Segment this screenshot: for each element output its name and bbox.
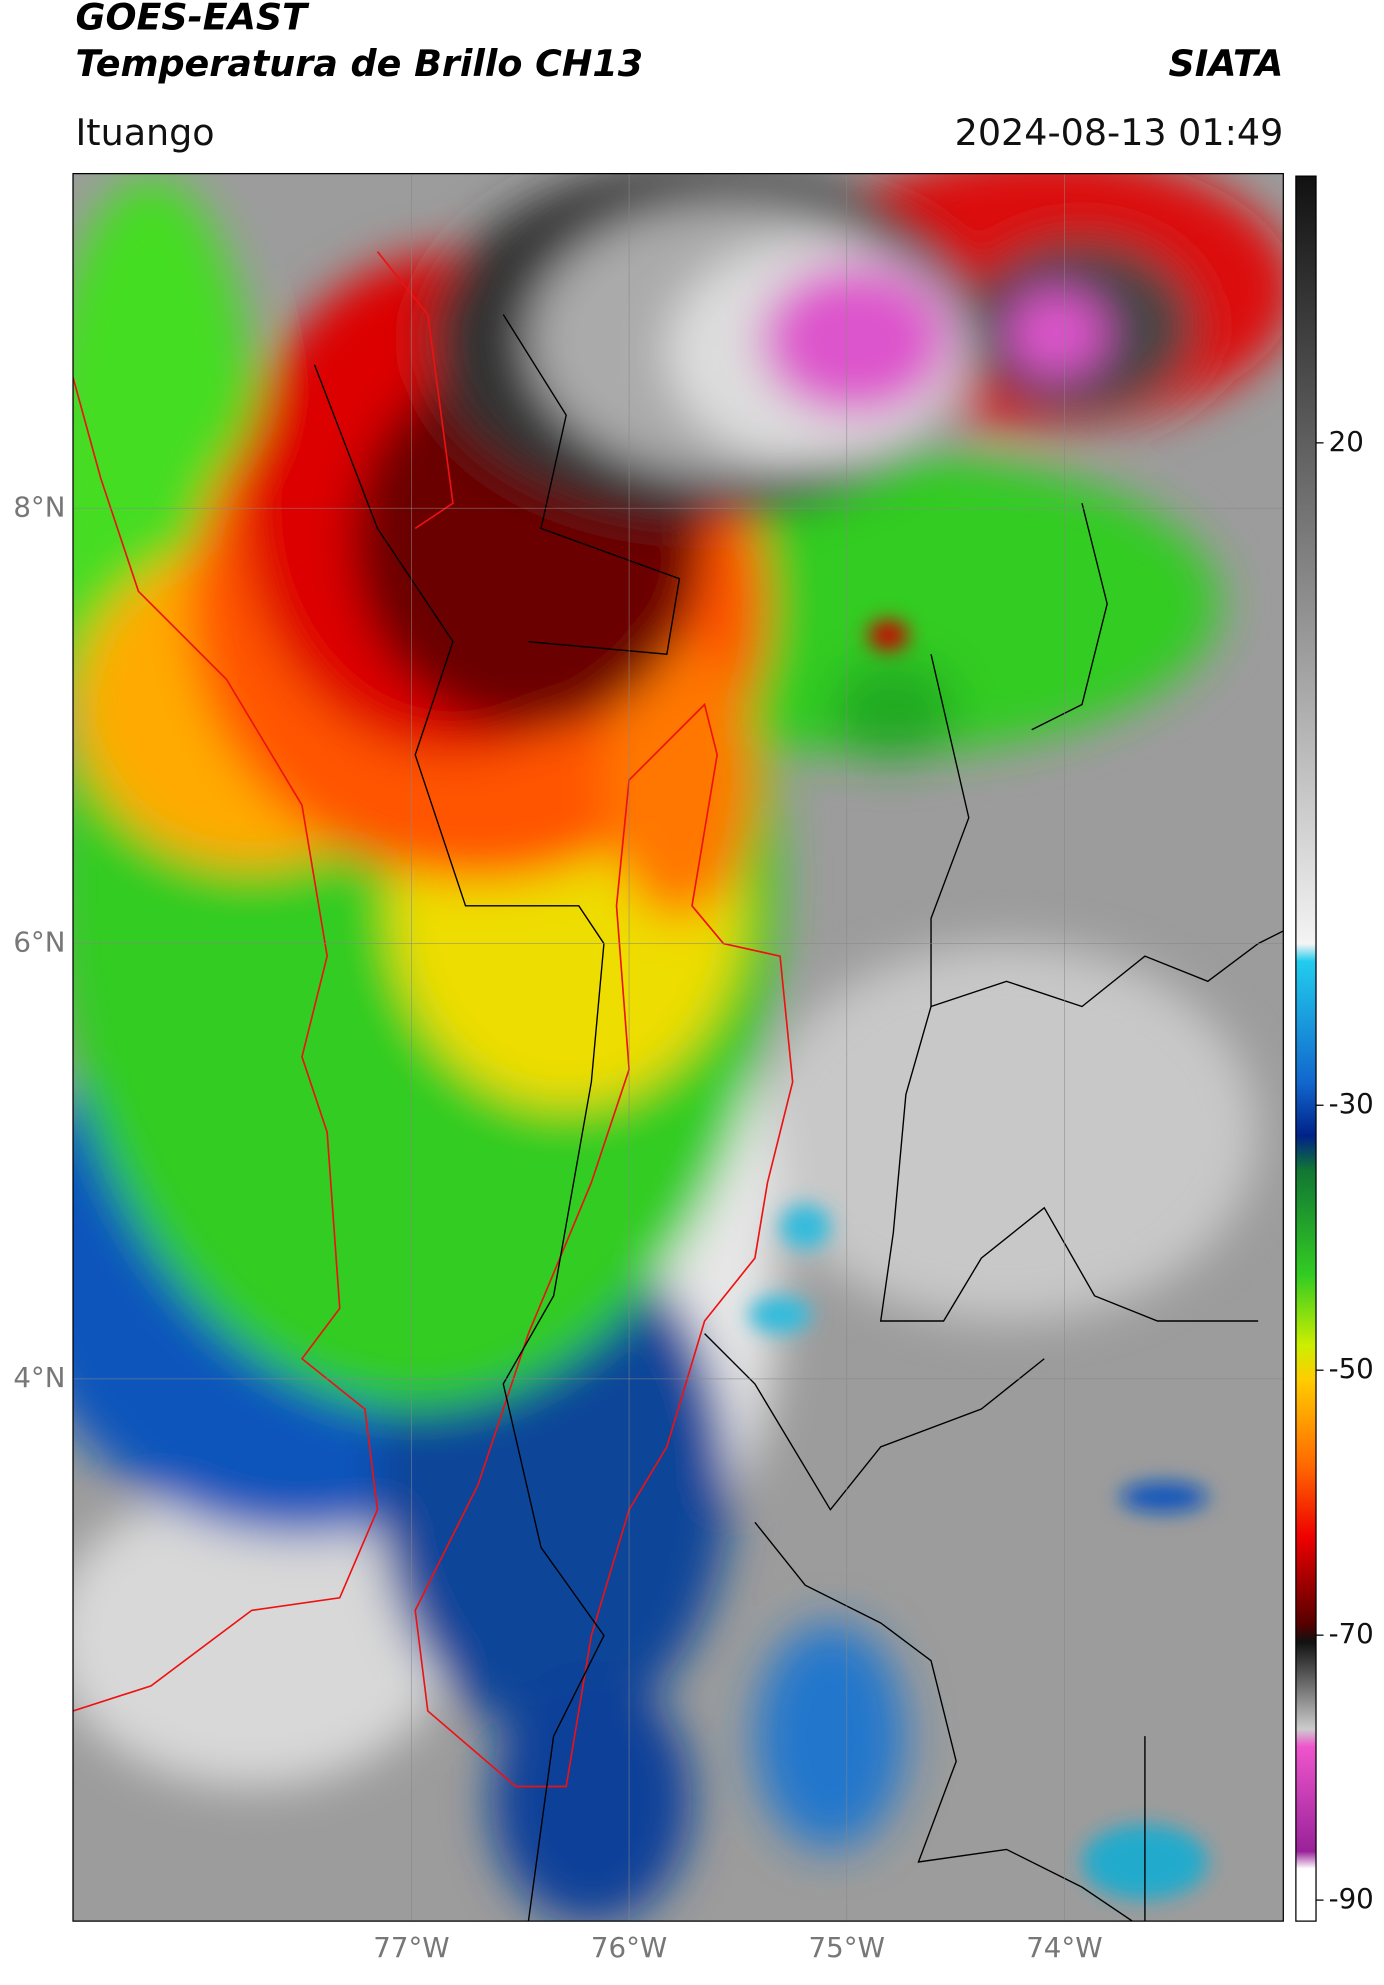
lat-tick-label: 4°N [13,1361,65,1394]
datetime: 2024-08-13 01:49 [955,111,1284,154]
satellite-image [73,173,1284,1922]
colorbar-tick-label: -50 [1329,1352,1374,1385]
colorbar-tick-label: -70 [1329,1617,1374,1650]
colorbar-tick-label: -30 [1329,1087,1374,1120]
agency: SIATA [1168,42,1283,85]
location: Ituango [76,111,215,154]
axis-labels: 8°N 6°N 4°N 77°W 76°W 75°W 74°W 20 -30 -50 -70 -90 [13,425,1373,1964]
lon-tick-label: 74°W [1026,1931,1102,1964]
product-title: Temperatura de Brillo CH13 [76,42,644,85]
satellite-title: GOES-EAST [76,0,311,38]
map-frame [72,172,1284,1922]
lat-tick-label: 6°N [13,926,65,959]
graticule [73,173,1284,1922]
lon-tick-label: 77°W [373,1931,449,1964]
lon-tick-label: 76°W [591,1931,667,1964]
colorbar-tick-label: -90 [1329,1882,1374,1915]
lon-tick-label: 75°W [809,1931,885,1964]
colorbar [1295,175,1317,1922]
colorbar-tick-label: 20 [1329,425,1364,458]
lat-tick-label: 8°N [13,490,65,523]
